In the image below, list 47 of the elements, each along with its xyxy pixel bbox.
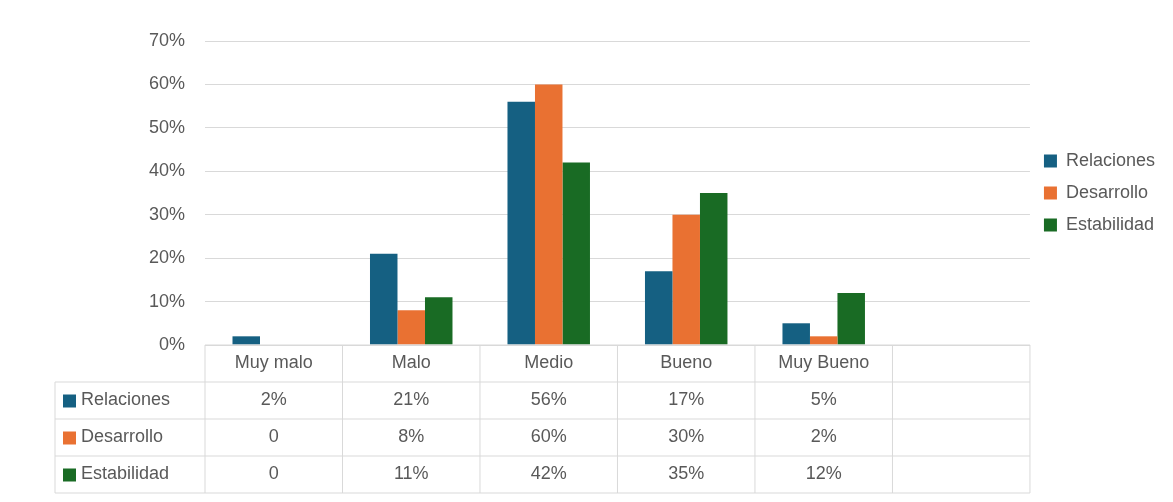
- x-tick-label: Medio: [524, 352, 574, 373]
- data-label: 30%: [668, 426, 705, 447]
- bar: [782, 323, 810, 345]
- bar: [562, 162, 590, 345]
- legend-label: Relaciones: [81, 389, 171, 410]
- bar: [809, 336, 838, 345]
- y-tick-label: 60%: [148, 73, 185, 94]
- data-label: 56%: [530, 389, 567, 410]
- bar: [699, 193, 728, 345]
- data-label: 2%: [810, 426, 837, 447]
- x-tick-label: Muy Bueno: [778, 352, 870, 373]
- text: Estabilidad: [81, 463, 170, 484]
- x-tick-label: Muy malo: [234, 352, 313, 373]
- data-label: 8%: [398, 426, 425, 447]
- bar: [232, 336, 260, 345]
- data-label: 2%: [260, 389, 287, 410]
- data-label: 12%: [805, 463, 842, 484]
- legend-label: Desarrollo: [1065, 181, 1148, 202]
- bar: [644, 271, 673, 345]
- data-label: 60%: [530, 426, 567, 447]
- data-label: 5%: [810, 389, 837, 410]
- bar: [397, 310, 425, 345]
- y-tick-label: 10%: [148, 290, 185, 311]
- y-tick-label: 30%: [148, 203, 185, 224]
- text: Relaciones: [1065, 149, 1156, 170]
- data-label: 35%: [668, 463, 705, 484]
- y-tick-label: 70%: [148, 29, 185, 50]
- data-label: 0: [268, 426, 279, 447]
- x-tick-label: Malo: [391, 352, 431, 373]
- legend-label: Estabilidad: [1065, 213, 1155, 234]
- bar: [369, 253, 398, 345]
- y-tick-label: 20%: [148, 247, 185, 268]
- y-tick-label: 0%: [158, 333, 185, 354]
- data-label: 11%: [393, 463, 429, 484]
- bar: [837, 292, 865, 345]
- data-label: 21%: [393, 389, 430, 410]
- bar: [672, 214, 700, 345]
- y-tick-label: 40%: [148, 160, 185, 181]
- bar: [534, 84, 563, 345]
- bar: [507, 101, 535, 345]
- text: Desarrollo: [81, 426, 164, 447]
- data-label: 17%: [668, 389, 705, 410]
- x-tick-label: Bueno: [660, 352, 713, 373]
- y-tick-label: 50%: [148, 116, 185, 137]
- bar: [424, 297, 453, 345]
- data-label: 0: [268, 463, 279, 484]
- data-label: 42%: [530, 463, 567, 484]
